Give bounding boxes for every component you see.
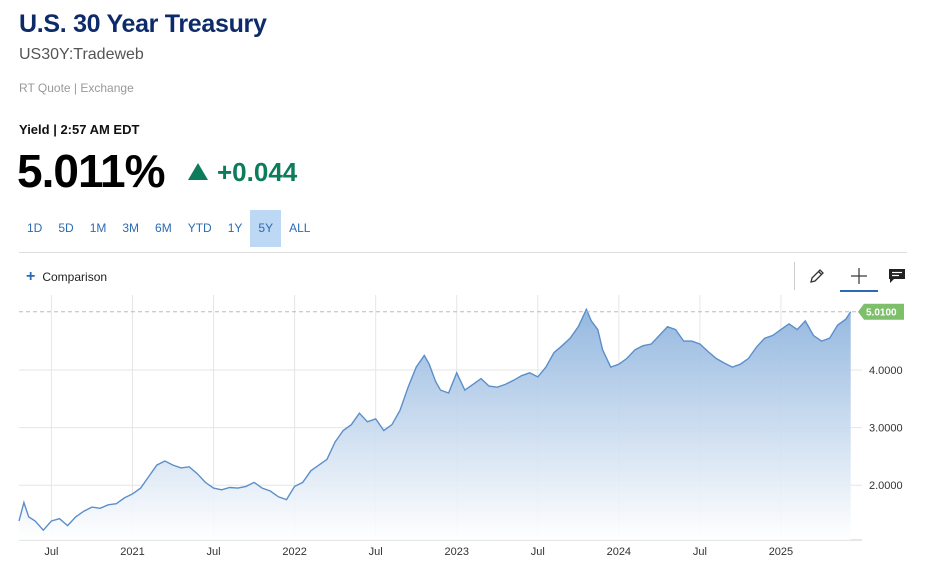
range-button-3m[interactable]: 3M xyxy=(122,221,140,235)
active-tool-indicator xyxy=(840,290,878,292)
y-tick-label: 4.0000 xyxy=(869,365,903,377)
range-button-ytd[interactable]: YTD xyxy=(187,221,212,235)
range-button-1d[interactable]: 1D xyxy=(27,221,43,235)
comment-icon[interactable] xyxy=(882,262,912,290)
yield-timestamp: Yield | 2:57 AM EDT xyxy=(19,122,140,137)
range-button-5d[interactable]: 5D xyxy=(58,221,74,235)
toolbar-divider xyxy=(794,262,795,290)
comparison-button[interactable]: + Comparison xyxy=(26,268,108,285)
yield-line xyxy=(18,307,852,532)
range-button-1m[interactable]: 1M xyxy=(89,221,107,235)
yield-area xyxy=(19,309,851,540)
yield-change: +0.044 xyxy=(188,157,297,188)
comparison-label: Comparison xyxy=(42,270,108,284)
x-tick-label: Jul xyxy=(531,546,545,558)
y-tick-label: 3.0000 xyxy=(869,423,903,435)
range-selector: 1D 5D 1M 3M 6M YTD 1Y 5Y ALL xyxy=(19,210,318,247)
x-tick-label: 2022 xyxy=(282,546,306,558)
x-tick-label: 2025 xyxy=(769,546,793,558)
range-button-5y[interactable]: 5Y xyxy=(250,210,282,247)
yield-value: 5.011% xyxy=(17,145,165,197)
divider xyxy=(19,252,907,253)
change-value: +0.044 xyxy=(217,157,298,187)
x-tick-label: Jul xyxy=(44,546,58,558)
x-tick-label: 2021 xyxy=(120,546,144,558)
quote-source: RT Quote | Exchange xyxy=(19,81,134,95)
symbol-label: US30Y:Tradeweb xyxy=(19,46,144,63)
x-tick-label: 2024 xyxy=(607,546,631,558)
x-tick-label: 2023 xyxy=(444,546,468,558)
pencil-icon[interactable] xyxy=(802,262,832,290)
last-value-label: 5.0100 xyxy=(866,308,897,319)
chart-toolbar xyxy=(790,262,910,292)
range-button-all[interactable]: ALL xyxy=(289,221,311,235)
plus-icon: + xyxy=(26,268,36,285)
y-tick-label: 2.0000 xyxy=(869,480,903,492)
last-value-badge: 5.0100 xyxy=(858,303,904,320)
x-tick-label: Jul xyxy=(207,546,221,558)
range-button-6m[interactable]: 6M xyxy=(155,221,172,235)
x-tick-label: Jul xyxy=(369,546,383,558)
crosshair-icon[interactable] xyxy=(844,262,874,290)
range-button-1y[interactable]: 1Y xyxy=(227,221,243,235)
page-title: U.S. 30 Year Treasury xyxy=(19,10,267,38)
last-value-badge-bg xyxy=(858,303,904,320)
x-tick-label: Jul xyxy=(693,546,707,558)
up-arrow-icon xyxy=(188,163,208,180)
